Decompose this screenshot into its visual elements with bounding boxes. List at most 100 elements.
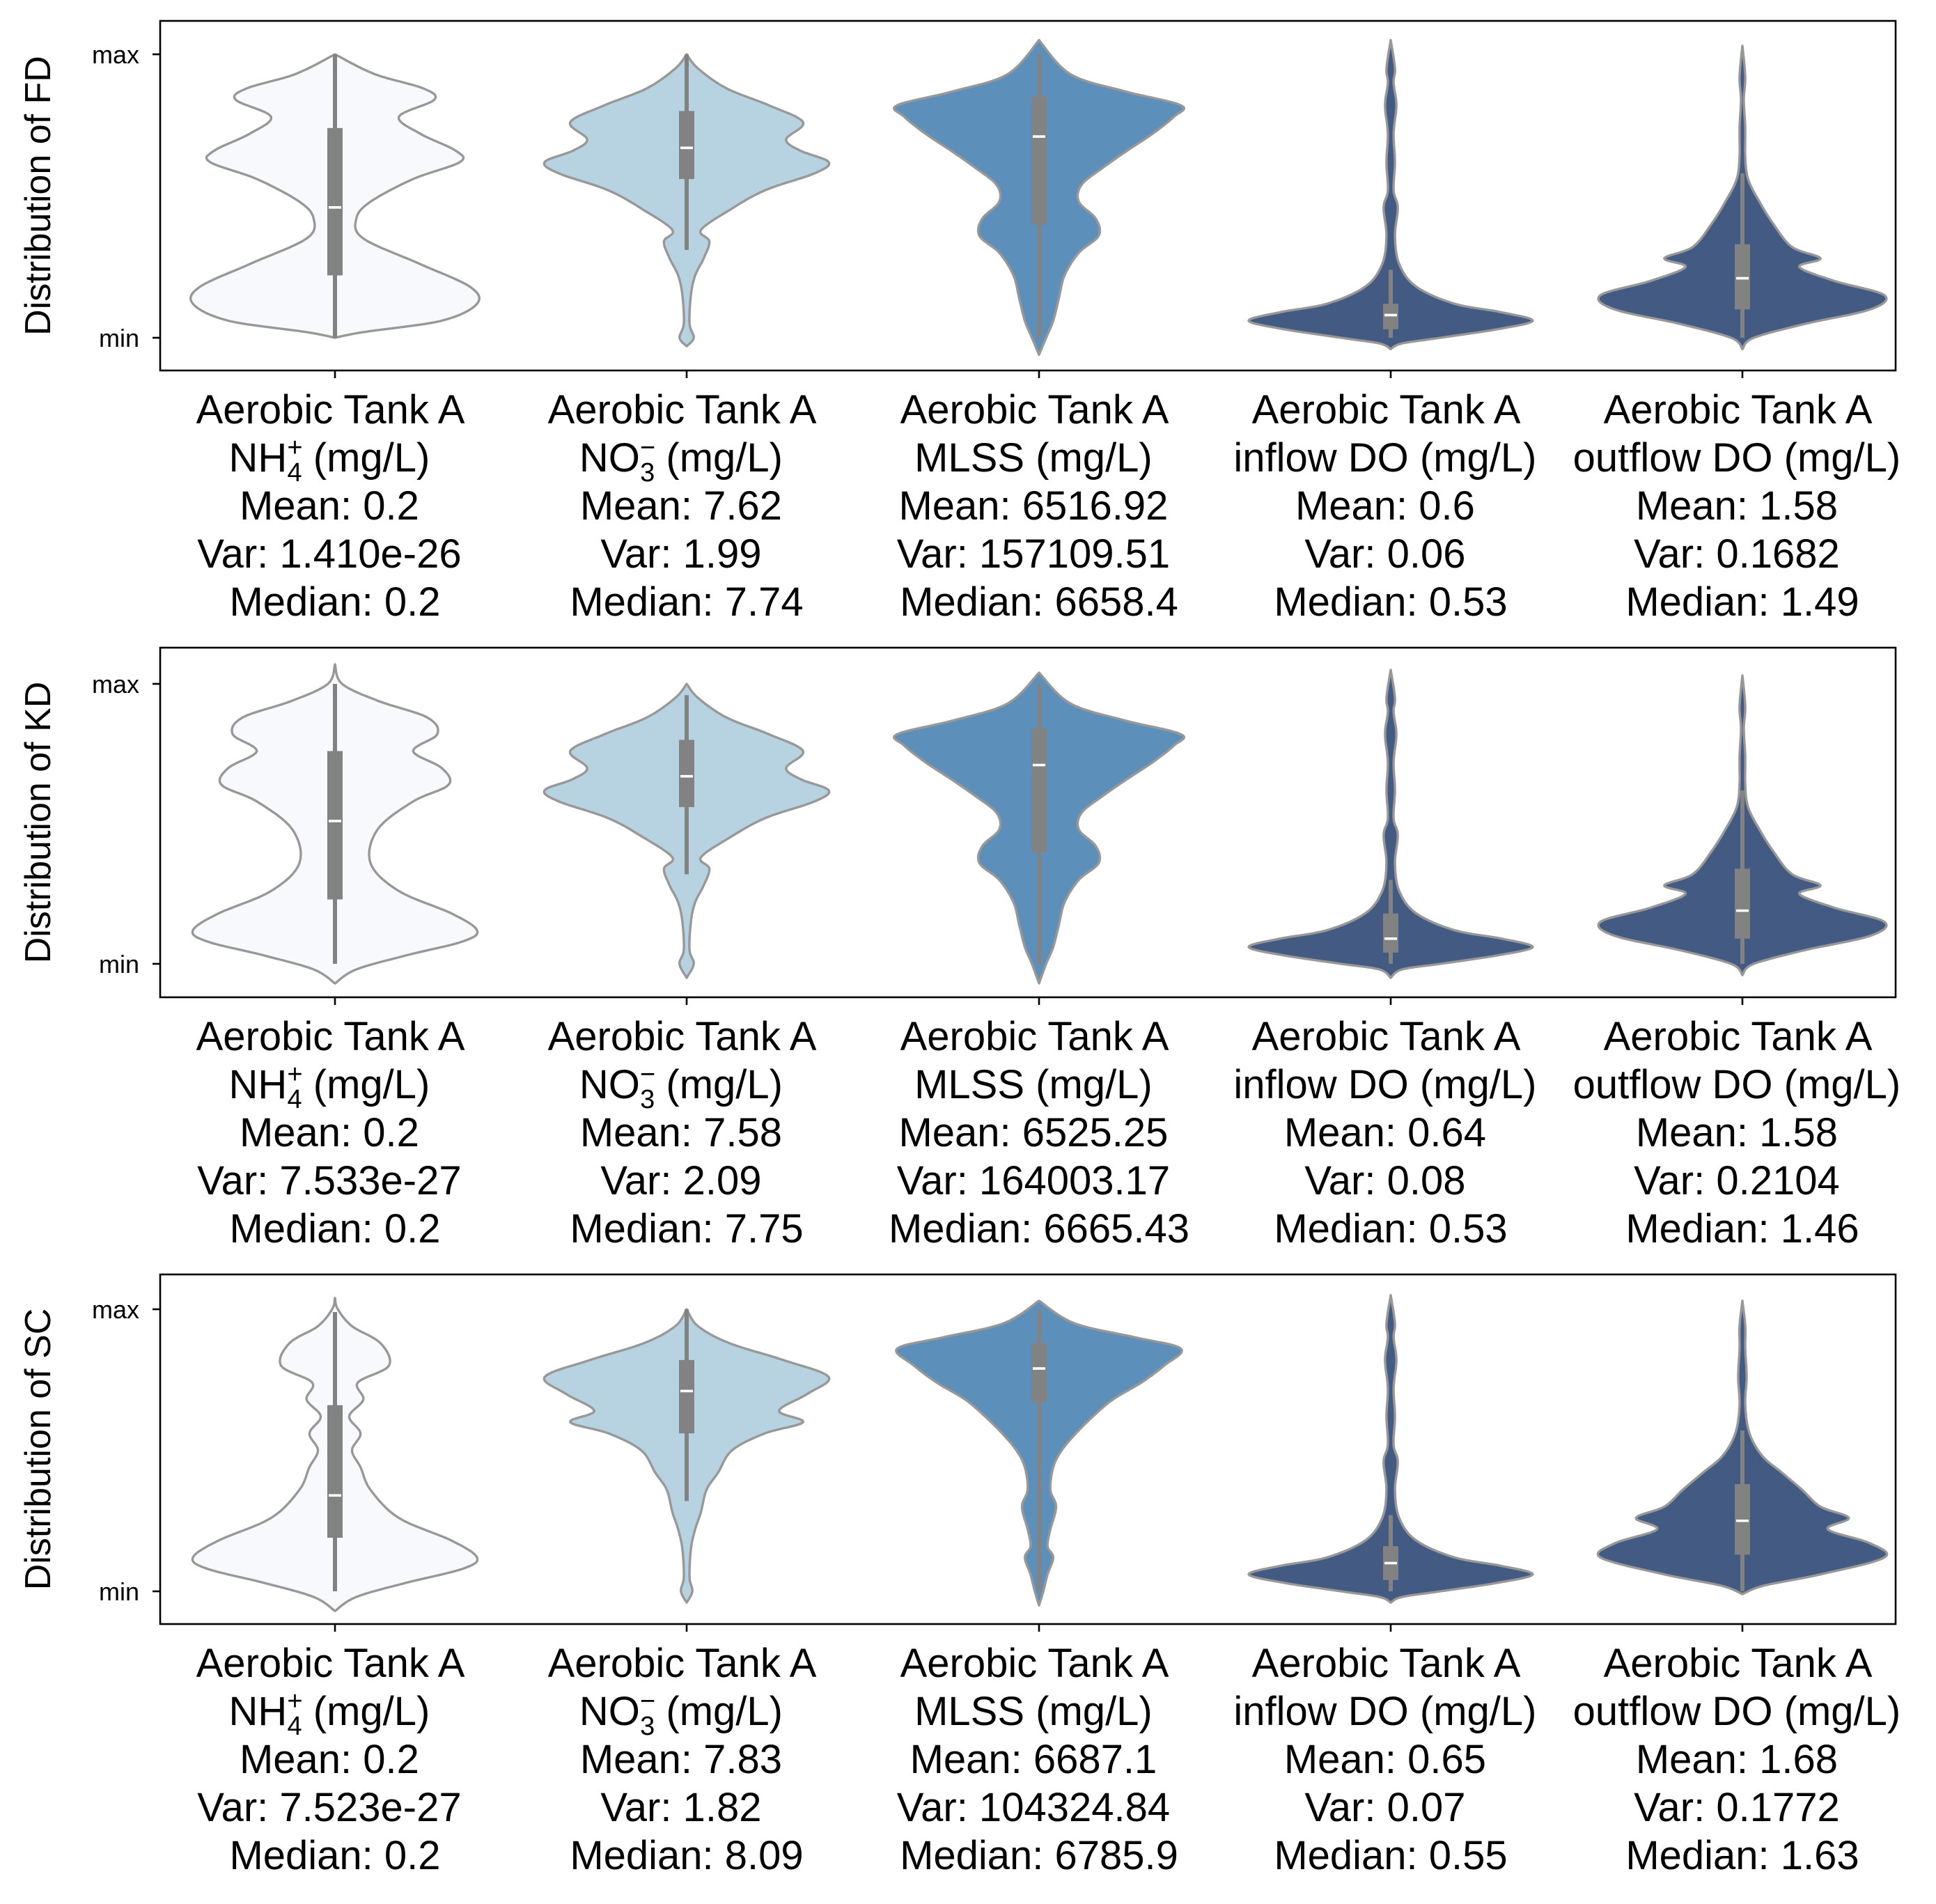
xtick-line-var: Var: 0.1682 <box>1634 531 1840 577</box>
xtick-line-variable: MLSS <box>914 1689 1024 1734</box>
violin-iqr-box-fd-inflow-do <box>1383 304 1398 329</box>
xtick-line-mean: Mean: 0.6 <box>1295 483 1475 529</box>
xtick-line-median: Median: 0.2 <box>229 1833 440 1878</box>
xtick-line-median: Median: 6658.4 <box>900 579 1178 625</box>
xtick-line-median: Median: 8.09 <box>570 1833 803 1878</box>
xtick-line-mean: Mean: 7.83 <box>580 1737 782 1782</box>
xtick-label-nh4: Aerobic Tank A NH+ 4 (mg/L) Mean: 0.2 Var… <box>196 1014 474 1251</box>
xtick-label-outflow-do: Aerobic Tank A outflow DO (mg/L) Mean: 1… <box>1573 1014 1912 1251</box>
xtick-label-no3: Aerobic Tank A NO− 3 (mg/L) Mean: 7.62 Va… <box>548 387 826 625</box>
violin-iqr-box-kd-outflow-do <box>1735 868 1750 939</box>
xtick-line-name: Aerobic Tank A <box>1604 387 1873 432</box>
violin-iqr-box-sc-outflow-do <box>1735 1484 1750 1555</box>
axes-frame-fd <box>159 19 1897 372</box>
violin-iqr-box-fd-mlss <box>1031 97 1047 225</box>
xtick-label-mlss: Aerobic Tank A MLSS (mg/L) Mean: 6516.92… <box>897 387 1181 625</box>
y-axis-label-kd: Distribution of KD <box>18 682 58 964</box>
y-axis-label-fd: Distribution of FD <box>18 56 58 336</box>
xtick-line-var: Var: 0.2104 <box>1634 1158 1840 1203</box>
xtick-line-variable: outflow DO <box>1573 435 1773 481</box>
violin-group-fd <box>189 38 1888 357</box>
xtick-line-var: Var: 7.533e-27 <box>197 1158 461 1203</box>
xtick-labels-sc: Aerobic Tank A NH+ 4 (mg/L) Mean: 0.2 Var… <box>196 1624 1912 1878</box>
xtick-line-median: Median: 6785.9 <box>900 1833 1178 1878</box>
violin-iqr-box-fd-nh4 <box>327 127 343 276</box>
xtick-line-mean: Mean: 6687.1 <box>910 1737 1157 1782</box>
xtick-line-mean: Mean: 1.58 <box>1636 483 1838 529</box>
xtick-line-variable: outflow DO <box>1573 1689 1773 1734</box>
xtick-line-mean: Mean: 0.2 <box>240 1737 419 1782</box>
xtick-line-name: Aerobic Tank A <box>1604 1014 1873 1059</box>
ytick-label-min-kd: min <box>99 950 139 978</box>
xtick-line-var: Var: 0.07 <box>1304 1785 1465 1830</box>
xtick-line-median: Median: 0.2 <box>229 579 440 625</box>
xtick-line-variable: inflow DO <box>1233 1689 1408 1734</box>
xtick-line-name: Aerobic Tank A <box>900 1014 1169 1059</box>
violin-iqr-box-sc-nh4 <box>327 1405 343 1538</box>
xtick-line-median: Median: 1.46 <box>1625 1206 1859 1251</box>
xtick-line-name: Aerobic Tank A <box>900 387 1169 432</box>
xtick-line-variable: NH <box>229 1062 288 1107</box>
violin-body-sc-inflow-do <box>1247 1294 1534 1604</box>
axes-frame-kd <box>159 646 1897 999</box>
xtick-line-mean: Mean: 7.62 <box>580 483 782 529</box>
xtick-line-var: Var: 2.09 <box>600 1158 761 1203</box>
violin-iqr-box-fd-no3 <box>679 111 694 180</box>
violin-body-fd-inflow-do <box>1247 38 1534 350</box>
xtick-line-mean: Mean: 0.65 <box>1284 1737 1486 1782</box>
xtick-line-median: Median: 1.49 <box>1625 579 1859 625</box>
xtick-line-var: Var: 104324.84 <box>897 1785 1170 1830</box>
xtick-labels-kd: Aerobic Tank A NH+ 4 (mg/L) Mean: 0.2 Var… <box>196 997 1912 1251</box>
xtick-line-name: Aerobic Tank A <box>196 387 465 432</box>
xtick-line-mean: Mean: 0.64 <box>1284 1110 1486 1155</box>
xtick-label-mlss: Aerobic Tank A MLSS (mg/L) Mean: 6525.25… <box>889 1014 1189 1251</box>
xtick-label-nh4: Aerobic Tank A NH+ 4 (mg/L) Mean: 0.2 Var… <box>196 1641 474 1878</box>
xtick-labels-fd: Aerobic Tank A NH+ 4 (mg/L) Mean: 0.2 Var… <box>196 370 1912 625</box>
panel-kd: max min Distribution of KD <box>18 646 1897 999</box>
xtick-label-inflow-do: Aerobic Tank A inflow DO (mg/L) Mean: 0.… <box>1233 1641 1547 1878</box>
xtick-line-var: Var: 1.410e-26 <box>197 531 461 577</box>
xtick-line-variable: NH <box>229 1689 288 1734</box>
xtick-line-median: Median: 0.55 <box>1274 1833 1507 1878</box>
xtick-line-name: Aerobic Tank A <box>1252 387 1521 432</box>
xtick-line-mean: Mean: 7.58 <box>580 1110 782 1155</box>
axes-frame-sc <box>159 1273 1897 1625</box>
ytick-label-max-sc: max <box>92 1295 139 1324</box>
xtick-line-var: Var: 157109.51 <box>897 531 1170 577</box>
xtick-line-median: Median: 0.53 <box>1274 579 1507 625</box>
xtick-line-mean: Mean: 6516.92 <box>898 483 1168 529</box>
xtick-line-variable: NH <box>229 435 288 481</box>
violin-iqr-box-kd-nh4 <box>327 751 343 900</box>
xtick-label-outflow-do: Aerobic Tank A outflow DO (mg/L) Mean: 1… <box>1573 1641 1912 1878</box>
violin-iqr-box-kd-inflow-do <box>1383 913 1398 953</box>
xtick-line-variable: inflow DO <box>1233 1062 1408 1107</box>
xtick-line-variable: outflow DO <box>1573 1062 1773 1107</box>
ytick-label-max-kd: max <box>92 670 139 699</box>
xtick-line-name: Aerobic Tank A <box>548 1014 817 1059</box>
violin-iqr-box-fd-outflow-do <box>1735 244 1750 310</box>
xtick-line-var: Var: 0.06 <box>1304 531 1465 577</box>
xtick-line-name: Aerobic Tank A <box>1604 1641 1873 1686</box>
violin-iqr-box-kd-mlss <box>1031 728 1047 852</box>
xtick-line-mean: Mean: 0.2 <box>240 483 419 529</box>
xtick-line-name: Aerobic Tank A <box>1252 1641 1521 1686</box>
xtick-label-outflow-do: Aerobic Tank A outflow DO (mg/L) Mean: 1… <box>1573 387 1912 625</box>
xtick-line-median: Median: 7.74 <box>570 579 803 625</box>
xtick-line-variable: MLSS <box>914 1062 1024 1107</box>
xtick-line-variable: inflow DO <box>1233 435 1408 481</box>
panel-fd: max min Distribution of FD <box>18 19 1897 372</box>
xtick-line-mean: Mean: 1.58 <box>1636 1110 1838 1155</box>
xtick-line-median: Median: 0.53 <box>1274 1206 1507 1251</box>
violin-group-kd <box>191 663 1888 985</box>
xtick-line-median: Median: 6665.43 <box>889 1206 1189 1251</box>
violin-iqr-box-sc-no3 <box>679 1359 694 1434</box>
ytick-label-min-fd: min <box>99 324 139 352</box>
xtick-line-variable: MLSS <box>914 435 1024 481</box>
violin-group-sc <box>191 1294 1889 1612</box>
xtick-line-var: Var: 0.08 <box>1304 1158 1465 1203</box>
xtick-line-median: Median: 1.63 <box>1625 1833 1859 1878</box>
xtick-label-nh4: Aerobic Tank A NH+ 4 (mg/L) Mean: 0.2 Var… <box>196 387 474 625</box>
xtick-line-variable: NO <box>579 435 640 481</box>
xtick-line-var: Var: 7.523e-27 <box>197 1785 461 1830</box>
xtick-line-mean: Mean: 6525.25 <box>898 1110 1168 1155</box>
